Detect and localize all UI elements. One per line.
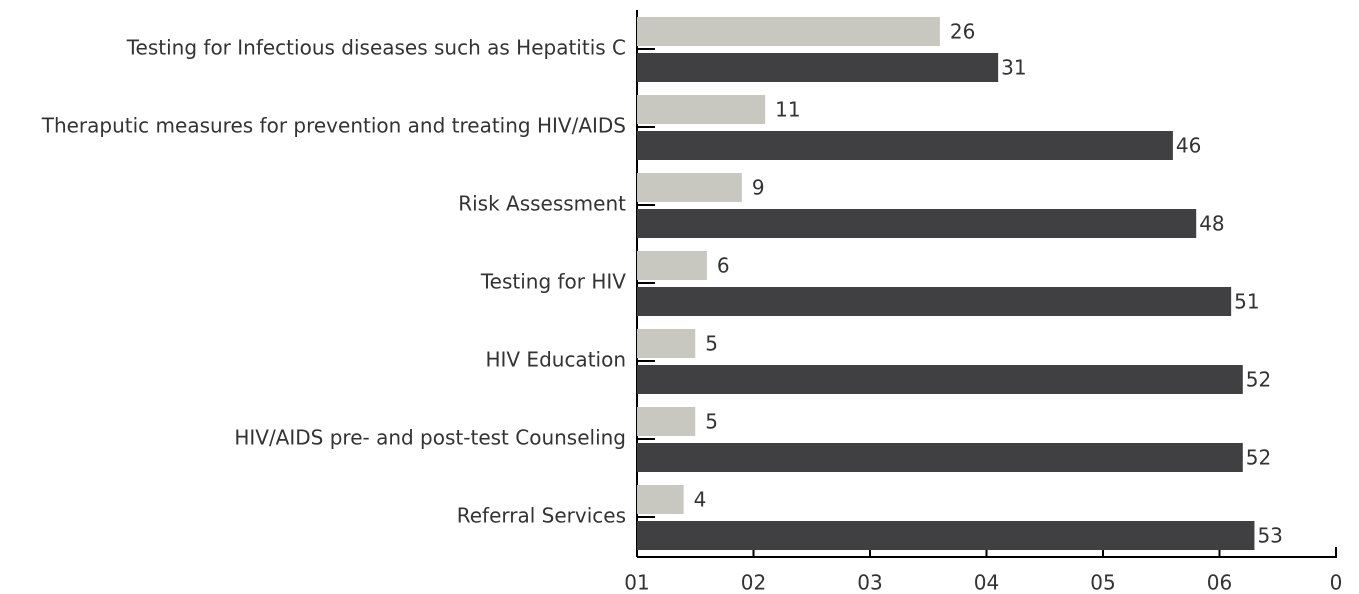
- bar: [637, 407, 696, 436]
- value-label: 5: [705, 410, 718, 434]
- bar: [637, 95, 766, 124]
- bar: [637, 287, 1232, 316]
- value-label: 5: [705, 332, 718, 356]
- x-tick-label: 05: [1090, 571, 1115, 594]
- bar: [637, 173, 742, 202]
- value-label: 51: [1234, 290, 1259, 314]
- value-label: 4: [694, 488, 707, 512]
- value-label: 53: [1257, 524, 1282, 548]
- x-tick-label: 02: [741, 571, 766, 594]
- bar: [637, 329, 696, 358]
- y-tick-label: Testing for Infectious diseases such as …: [126, 36, 626, 60]
- bar: [637, 521, 1255, 550]
- x-tick-label: 04: [974, 571, 999, 594]
- value-label: 6: [717, 254, 730, 278]
- y-tick-label: Referral Services: [457, 504, 626, 528]
- y-tick-label: Theraputic measures for prevention and t…: [41, 114, 626, 138]
- value-label: 9: [752, 176, 765, 200]
- value-label: 31: [1001, 56, 1026, 80]
- bar: [637, 53, 999, 82]
- value-label: 46: [1176, 134, 1201, 158]
- bar: [637, 485, 684, 514]
- bar: [637, 209, 1197, 238]
- bar: [637, 365, 1243, 394]
- bar: [637, 443, 1243, 472]
- x-tick-label: 0: [1330, 571, 1343, 594]
- y-tick-label: Testing for HIV: [480, 270, 626, 294]
- y-tick-label: Risk Assessment: [458, 192, 626, 216]
- bar: [637, 131, 1173, 160]
- bar: [637, 251, 707, 280]
- bar: [637, 17, 940, 46]
- value-label: 52: [1246, 368, 1271, 392]
- value-label: 11: [775, 98, 800, 122]
- y-tick-label: HIV/AIDS pre- and post-test Counseling: [234, 426, 626, 450]
- x-tick-label: 01: [624, 571, 649, 594]
- y-tick-label: HIV Education: [485, 348, 626, 372]
- value-label: 48: [1199, 212, 1224, 236]
- x-tick-label: 06: [1207, 571, 1232, 594]
- value-label: 52: [1246, 446, 1271, 470]
- x-tick-label: 03: [857, 571, 882, 594]
- value-label: 26: [950, 20, 975, 44]
